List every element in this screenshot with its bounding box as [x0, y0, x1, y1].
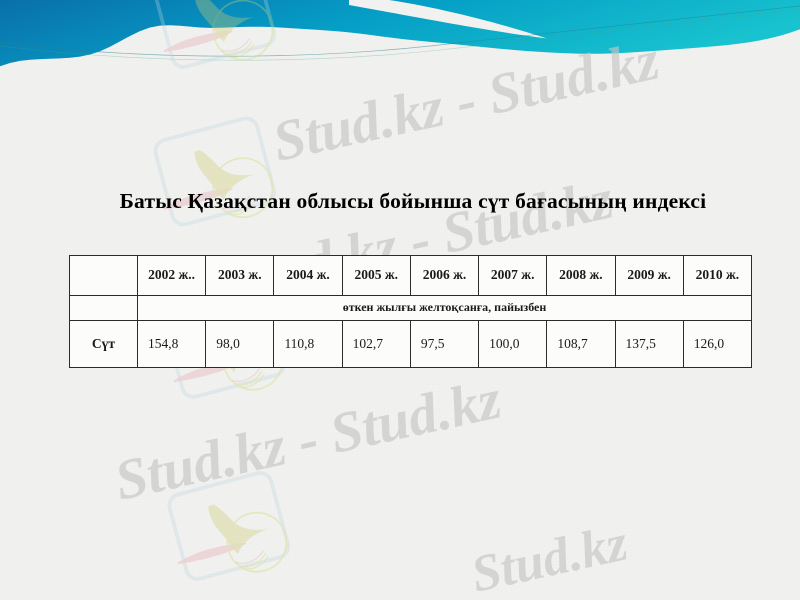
- svg-text:Stud.kz: Stud.kz: [466, 514, 633, 600]
- svg-text:Stud.kz - Stud.kz: Stud.kz - Stud.kz: [267, 28, 664, 173]
- svg-text:Stud.kz - Stud.kz: Stud.kz - Stud.kz: [109, 367, 506, 512]
